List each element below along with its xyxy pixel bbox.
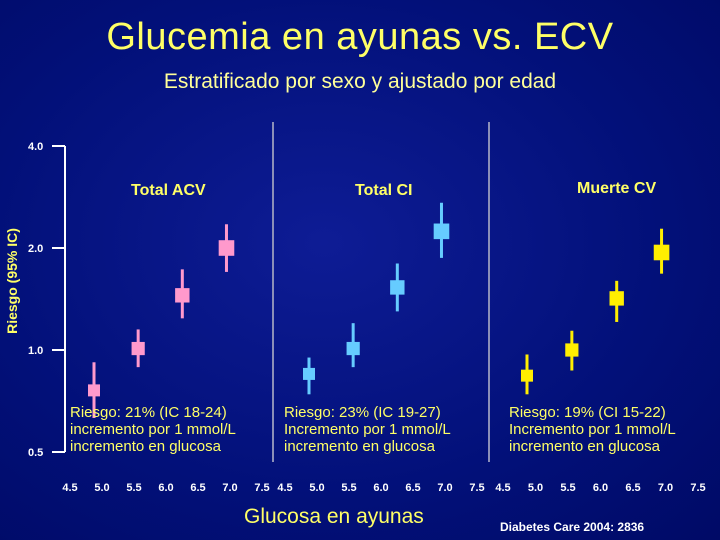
- data-point-marker: [303, 367, 315, 380]
- x-tick-label: 5.5: [560, 482, 575, 494]
- data-point-marker: [88, 384, 100, 397]
- y-tick-label: 4.0: [28, 141, 43, 153]
- panel-title-total-ci: Total CI: [355, 182, 413, 199]
- x-tick-label: 7.0: [437, 482, 452, 494]
- x-tick-label: 7.0: [222, 482, 237, 494]
- y-tick-label: 2.0: [28, 243, 43, 255]
- x-tick-label: 7.5: [690, 482, 705, 494]
- axis-layer: 0.5 1.0 2.0 4.0 4.5 5.0 5.5 6.0 6.5 7.0 7.5 4.5 5.0 5…: [28, 122, 706, 494]
- data-point-marker: [131, 341, 145, 356]
- risk-note-muerte-cv: Riesgo: 19% (CI 15-22) Incremento por 1 …: [509, 404, 676, 455]
- x-tick-label: 4.5: [495, 482, 510, 494]
- data-point-marker: [346, 341, 360, 356]
- source-citation: Diabetes Care 2004: 2836: [500, 520, 645, 534]
- x-tick-label: 6.5: [405, 482, 420, 494]
- x-tick-label: 6.0: [373, 482, 388, 494]
- marks-layer: [88, 202, 670, 418]
- y-tick-label: 1.0: [28, 345, 43, 357]
- x-tick-label: 6.5: [625, 482, 640, 494]
- data-point-marker: [653, 244, 670, 261]
- data-point-marker: [390, 280, 405, 295]
- panel-title-total-acv: Total ACV: [131, 182, 206, 199]
- x-axis-label: Glucosa en ayunas: [244, 505, 424, 528]
- risk-note-total-ci: Riesgo: 23% (IC 19-27) Incremento por 1 …: [284, 404, 451, 455]
- panel-title-muerte-cv: Muerte CV: [577, 180, 657, 197]
- risk-note-total-acv: Riesgo: 21% (IC 18-24) incremento por 1 …: [70, 404, 236, 455]
- x-tick-label: 7.5: [469, 482, 484, 494]
- data-point-marker: [521, 369, 533, 382]
- x-tick-label: 5.0: [94, 482, 109, 494]
- x-tick-label: 5.5: [126, 482, 141, 494]
- data-point-marker: [175, 288, 190, 303]
- x-tick-label: 6.5: [190, 482, 205, 494]
- data-point-marker: [218, 240, 235, 256]
- data-point-marker: [565, 343, 579, 357]
- y-tick-label: 0.5: [28, 447, 43, 459]
- x-tick-label: 7.0: [658, 482, 673, 494]
- x-tick-label: 6.0: [593, 482, 608, 494]
- x-tick-label: 5.0: [309, 482, 324, 494]
- x-tick-label: 7.5: [254, 482, 269, 494]
- data-point-marker: [433, 223, 450, 240]
- data-point-marker: [609, 291, 624, 306]
- chart-subtitle: Estratificado por sexo y ajustado por ed…: [163, 70, 557, 93]
- x-tick-label: 5.0: [528, 482, 543, 494]
- chart-title: Glucemia en ayunas vs. ECV: [106, 16, 614, 58]
- x-tick-label: 4.5: [62, 482, 77, 494]
- x-tick-label: 6.0: [158, 482, 173, 494]
- x-tick-label: 5.5: [341, 482, 356, 494]
- x-tick-label: 4.5: [277, 482, 292, 494]
